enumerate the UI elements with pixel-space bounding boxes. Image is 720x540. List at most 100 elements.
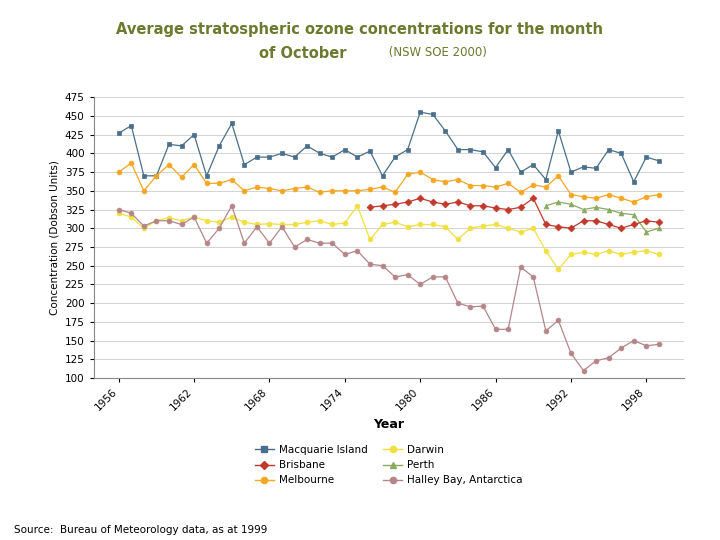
Brisbane (554, 224, 563, 230)
Darwin (554, 266, 563, 273)
Melbourne (328, 187, 336, 194)
Halley Bay, Antarctica (454, 300, 462, 306)
Darwin (127, 214, 135, 220)
Halley Bay, Antarctica (592, 357, 600, 364)
Brisbane (654, 219, 663, 226)
Darwin (341, 220, 349, 226)
Melbourne (416, 169, 425, 176)
Halley Bay, Antarctica (202, 240, 211, 246)
Darwin (541, 247, 550, 254)
Brisbane (504, 206, 513, 213)
Melbourne (228, 177, 236, 183)
Halley Bay, Antarctica (378, 262, 387, 269)
Melbourne (278, 187, 287, 194)
Melbourne (290, 185, 299, 192)
Line: Halley Bay, Antarctica: Halley Bay, Antarctica (117, 204, 661, 373)
Darwin (428, 221, 437, 228)
Halley Bay, Antarctica (366, 261, 374, 267)
Halley Bay, Antarctica (654, 341, 663, 348)
Brisbane (366, 204, 374, 211)
Halley Bay, Antarctica (491, 326, 500, 333)
Darwin (529, 225, 538, 232)
Macquarie Island (529, 161, 538, 168)
Darwin (202, 218, 211, 224)
Macquarie Island (466, 146, 474, 153)
Darwin (617, 251, 626, 258)
Macquarie Island (567, 169, 575, 176)
Melbourne (579, 193, 588, 200)
Darwin (441, 224, 450, 230)
Macquarie Island (491, 164, 500, 171)
Darwin (190, 214, 199, 220)
Macquarie Island (177, 143, 186, 149)
Macquarie Island (642, 154, 651, 160)
Darwin (416, 221, 425, 228)
Melbourne (629, 199, 638, 205)
Melbourne (240, 187, 248, 194)
Melbourne (353, 187, 361, 194)
Melbourne (215, 180, 223, 186)
Macquarie Island (228, 120, 236, 127)
Halley Bay, Antarctica (441, 274, 450, 280)
Darwin (391, 219, 400, 226)
Darwin (278, 221, 287, 228)
Halley Bay, Antarctica (479, 303, 487, 309)
Darwin (177, 218, 186, 224)
Halley Bay, Antarctica (504, 326, 513, 333)
Melbourne (303, 184, 312, 190)
Melbourne (441, 179, 450, 185)
Darwin (140, 225, 148, 232)
Macquarie Island (378, 173, 387, 179)
Halley Bay, Antarctica (466, 303, 474, 310)
Halley Bay, Antarctica (341, 251, 349, 258)
Halley Bay, Antarctica (215, 225, 223, 232)
Darwin (165, 214, 174, 221)
Melbourne (592, 195, 600, 201)
Darwin (454, 236, 462, 242)
Brisbane (579, 218, 588, 224)
Text: Source:  Bureau of Meteorology data, as at 1999: Source: Bureau of Meteorology data, as a… (14, 524, 268, 535)
Halley Bay, Antarctica (290, 244, 299, 250)
Melbourne (428, 177, 437, 183)
Darwin (604, 247, 613, 254)
Macquarie Island (541, 177, 550, 183)
Perth (629, 212, 638, 218)
Darwin (479, 223, 487, 230)
Halley Bay, Antarctica (315, 240, 324, 246)
Brisbane (479, 202, 487, 209)
Melbourne (366, 186, 374, 193)
Melbourne (466, 183, 474, 189)
Halley Bay, Antarctica (428, 274, 437, 280)
Brisbane (592, 218, 600, 224)
Line: Brisbane: Brisbane (367, 196, 661, 231)
Melbourne (177, 174, 186, 180)
Darwin (152, 218, 161, 224)
Melbourne (165, 161, 174, 168)
Macquarie Island (127, 123, 135, 129)
Darwin (579, 249, 588, 255)
Halley Bay, Antarctica (265, 240, 274, 246)
Melbourne (315, 189, 324, 195)
Brisbane (391, 201, 400, 207)
Macquarie Island (290, 154, 299, 160)
Macquarie Island (190, 131, 199, 138)
Melbourne (642, 193, 651, 200)
Darwin (265, 220, 274, 227)
Brisbane (567, 225, 575, 232)
Brisbane (428, 199, 437, 205)
Melbourne (341, 187, 349, 194)
Y-axis label: Concentration (Dobson Units): Concentration (Dobson Units) (49, 160, 59, 315)
Macquarie Island (579, 164, 588, 170)
Macquarie Island (428, 111, 437, 118)
Halley Bay, Antarctica (629, 338, 638, 344)
Darwin (378, 221, 387, 228)
Melbourne (202, 180, 211, 186)
Brisbane (642, 218, 651, 224)
Melbourne (391, 189, 400, 195)
Darwin (642, 247, 651, 254)
Macquarie Island (353, 154, 361, 160)
Darwin (240, 219, 248, 226)
Darwin (491, 221, 500, 228)
Macquarie Island (391, 154, 400, 160)
Melbourne (516, 189, 525, 195)
